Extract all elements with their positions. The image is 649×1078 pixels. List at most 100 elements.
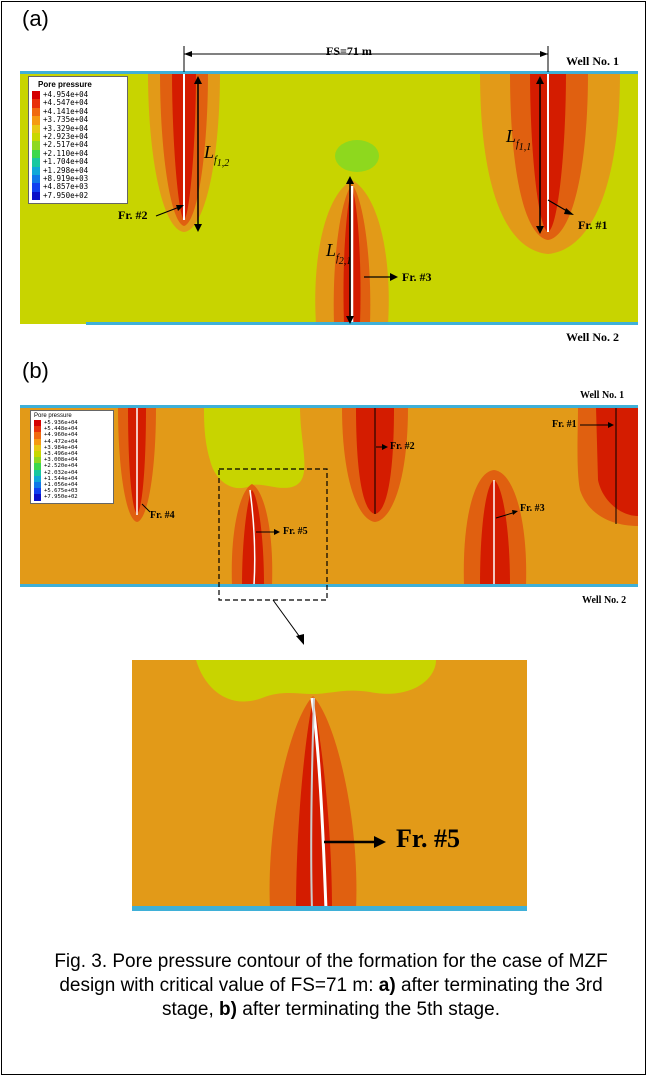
panel-b-well-bottom-label: Well No. 2	[582, 595, 627, 606]
legend-value: +5.936e+04	[44, 420, 78, 426]
legend-row: +3.735e+04	[32, 115, 124, 125]
panel-a-label: (a)	[22, 6, 49, 31]
panel-a-well-top-label: Well No. 1	[566, 54, 619, 68]
zoom-fr-5: Fr. #5	[396, 824, 461, 853]
legend-row: +4.954e+04	[32, 90, 124, 100]
legend-row: +2.923e+04	[32, 132, 124, 142]
panel-b-fr-1: Fr. #1	[552, 419, 577, 430]
legend-row: +2.520e+04	[34, 463, 110, 470]
panel-b-fr-2: Fr. #2	[390, 441, 415, 452]
legend-value: +7.950e+02	[44, 494, 78, 501]
legend-row: +5.448e+04	[34, 426, 110, 433]
panel-a-legend: Pore pressure +4.954e+04 +4.547e+04 +4.141…	[28, 76, 128, 205]
figure-caption: Fig. 3. Pore pressure contour of the for…	[54, 951, 608, 1020]
legend-swatch	[32, 166, 40, 176]
legend-row: +8.919e+03	[32, 174, 124, 184]
legend-row: +1.056e+04	[34, 482, 110, 489]
legend-swatch	[34, 420, 41, 427]
legend-swatch	[32, 191, 40, 201]
legend-row: +7.950e+02	[32, 190, 124, 201]
legend-row: +4.547e+04	[32, 98, 124, 108]
legend-swatch	[34, 426, 41, 433]
panel-a-length-middle: Lf2,1	[326, 240, 352, 267]
legend-swatch	[32, 183, 40, 192]
legend-row: +4.141e+04	[32, 106, 124, 117]
legend-value: +4.141e+04	[43, 106, 89, 116]
legend-value: +5.675e+03	[44, 488, 78, 495]
legend-swatch	[32, 175, 40, 184]
legend-value: +1.298e+04	[43, 165, 89, 175]
legend-swatch	[34, 463, 41, 470]
panel-b-fr-3: Fr. #3	[520, 503, 545, 514]
legend-row: +5.936e+04	[34, 420, 110, 427]
legend-row: +1.704e+04	[32, 157, 124, 167]
legend-row: +4.857e+03	[32, 182, 124, 192]
legend-swatch	[32, 99, 40, 108]
panel-a-fr-3: Fr. #3	[402, 270, 432, 284]
legend-swatch	[34, 494, 41, 501]
legend-swatch	[34, 432, 41, 439]
legend-swatch	[34, 475, 41, 483]
legend-swatch	[32, 91, 40, 100]
legend-row: +5.675e+03	[34, 488, 110, 495]
panel-b-legend: Pore pressure +5.936e+04 +5.448e+04 +4.960…	[30, 410, 114, 504]
legend-value: +4.857e+03	[43, 182, 89, 192]
legend-row: +1.544e+04	[34, 475, 110, 483]
panel-a-well-bottom-label: Well No. 2	[566, 330, 619, 344]
legend-value: +8.919e+03	[43, 174, 89, 184]
panel-a-fr-2: Fr. #2	[118, 208, 148, 222]
legend-row: +3.984e+04	[34, 444, 110, 451]
legend-value: +7.950e+02	[43, 190, 89, 200]
legend-swatch	[32, 133, 40, 142]
legend-row: +2.110e+04	[32, 148, 124, 159]
legend-swatch	[32, 124, 40, 134]
legend-value: +3.329e+04	[43, 123, 89, 133]
legend-value: +3.984e+04	[44, 444, 78, 451]
legend-swatch	[34, 457, 41, 464]
panel-b-label: (b)	[22, 358, 49, 383]
legend-value: +3.008e+04	[44, 457, 78, 464]
panel-b-fr-4: Fr. #4	[150, 510, 175, 521]
panel-b-well-top-label: Well No. 1	[580, 390, 625, 401]
legend-swatch	[32, 158, 40, 167]
legend-row: +4.960e+04	[34, 432, 110, 439]
panel-a-length-left: Lf1,2	[204, 142, 230, 169]
legend-swatch	[34, 444, 41, 451]
panel-b-legend-rows: +5.936e+04 +5.448e+04 +4.960e+04 +4.472e+04…	[34, 420, 110, 501]
legend-swatch	[34, 451, 41, 458]
panel-a-length-right: Lf1,1	[506, 126, 532, 153]
legend-value: +2.032e+04	[44, 469, 78, 476]
legend-swatch	[32, 149, 40, 159]
legend-swatch	[34, 438, 41, 445]
legend-row: +3.329e+04	[32, 123, 124, 134]
panel-a-fr-1: Fr. #1	[578, 218, 608, 232]
legend-row: +4.472e+04	[34, 438, 110, 445]
legend-value: +2.110e+04	[43, 148, 89, 158]
panel-b-contour	[20, 405, 638, 645]
zoom-contour	[132, 660, 527, 911]
panel-b-fr-5: Fr. #5	[283, 526, 308, 537]
legend-row: +2.517e+04	[32, 141, 124, 150]
panel-b-legend-title: Pore pressure	[34, 413, 72, 419]
legend-value: +2.923e+04	[43, 132, 89, 142]
legend-value: +1.056e+04	[44, 482, 78, 489]
legend-swatch	[34, 469, 41, 476]
legend-row: +7.950e+02	[34, 494, 110, 501]
legend-value: +4.472e+04	[44, 438, 78, 445]
panel-a-legend-rows: +4.954e+04 +4.547e+04 +4.141e+04 +3.735e+04…	[32, 90, 124, 201]
legend-value: +1.704e+04	[43, 157, 89, 167]
legend-value: +4.960e+04	[44, 432, 78, 439]
legend-value: +3.496e+04	[44, 451, 78, 458]
legend-swatch	[34, 488, 41, 495]
panel-a-legend-title: Pore pressure	[38, 80, 92, 89]
legend-swatch	[34, 482, 41, 489]
legend-row: +3.008e+04	[34, 457, 110, 464]
legend-swatch	[32, 116, 40, 125]
legend-swatch	[32, 107, 40, 117]
legend-value: +5.448e+04	[44, 426, 78, 433]
legend-value: +2.520e+04	[44, 463, 78, 470]
legend-row: +2.032e+04	[34, 469, 110, 476]
legend-swatch	[32, 141, 40, 150]
legend-value: +3.735e+04	[43, 115, 89, 125]
